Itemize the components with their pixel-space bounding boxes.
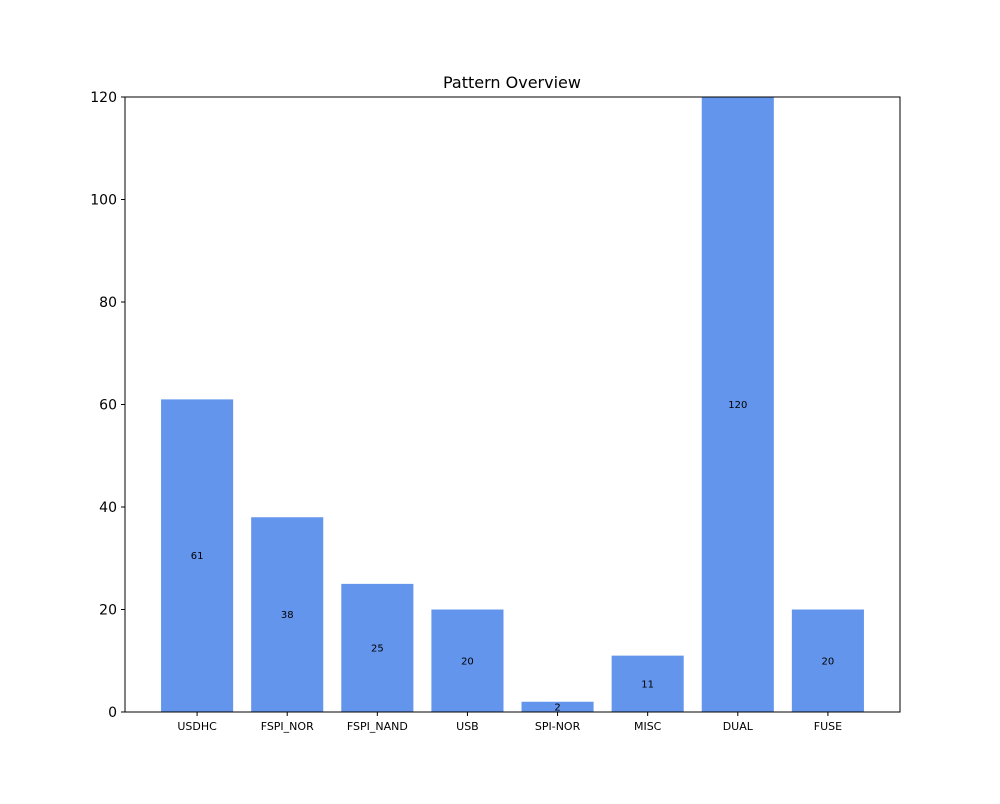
- y-tick-label: 0: [108, 705, 117, 721]
- x-tick-label: MISC: [634, 720, 662, 733]
- chart-title: Pattern Overview: [443, 73, 581, 92]
- bar-dual: [701, 97, 774, 712]
- bar-fspi-nand: [341, 583, 414, 713]
- x-tick-label: FSPI_NOR: [261, 720, 314, 733]
- y-tick-label: 60: [99, 398, 117, 414]
- x-tick-label: USB: [456, 720, 479, 733]
- data-label: 120: [728, 400, 747, 411]
- bar-spi-nor: [521, 701, 594, 712]
- y-tick-label: 120: [90, 90, 117, 106]
- y-tick-label: 80: [99, 295, 117, 311]
- y-tick-label: 100: [90, 193, 117, 209]
- x-tick-label: DUAL: [723, 720, 754, 733]
- data-label: 11: [641, 679, 654, 690]
- x-tick-label: FSPI_NAND: [347, 720, 408, 733]
- data-label: 61: [191, 551, 204, 562]
- data-label: 25: [371, 643, 384, 654]
- data-label: 2: [554, 702, 560, 713]
- bar-fuse: [791, 609, 864, 712]
- data-labels-layer: 61 38 25 20 2 11 120 20: [191, 400, 835, 713]
- data-label: 38: [281, 610, 294, 621]
- plot-frame: [124, 96, 901, 713]
- bars-layer: [161, 97, 864, 713]
- x-tick-label: SPI-NOR: [535, 720, 581, 733]
- y-axis: 0 20 40 60 80 100 120: [90, 90, 125, 721]
- x-axis: USDHC FSPI_NOR FSPI_NAND USB SPI-NOR MISC DUAL…: [177, 712, 842, 733]
- x-tick-label: USDHC: [177, 720, 217, 733]
- bar-misc: [611, 655, 684, 713]
- data-label: 20: [461, 656, 474, 667]
- bar-usb: [431, 609, 504, 712]
- y-tick-label: 40: [99, 500, 117, 516]
- y-tick-label: 20: [99, 603, 117, 619]
- bar-usdhc: [161, 399, 234, 713]
- x-tick-label: FUSE: [814, 720, 842, 733]
- bar-fspi-nor: [251, 517, 324, 712]
- data-label: 20: [822, 656, 835, 667]
